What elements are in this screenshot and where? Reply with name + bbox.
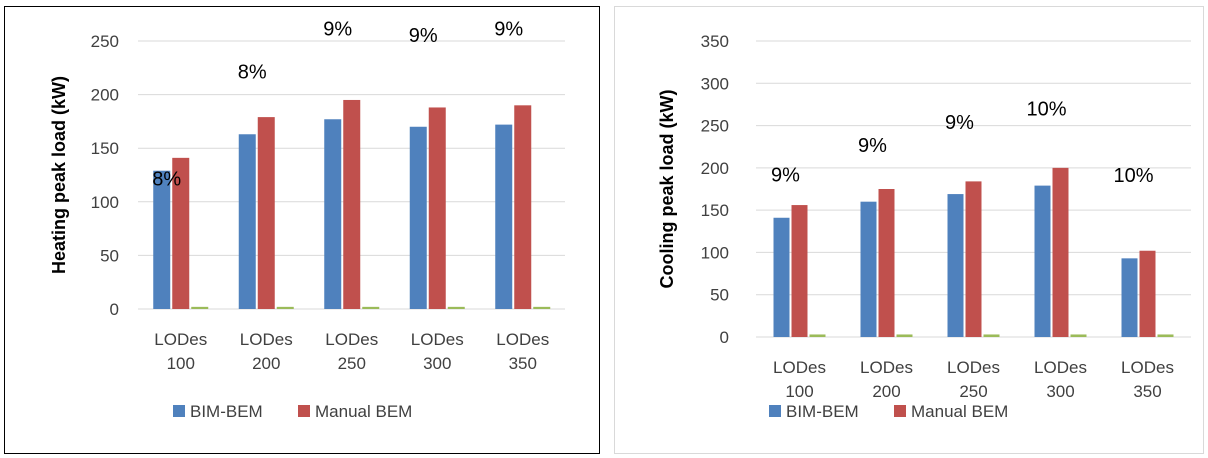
x-tick-label: LODes (860, 358, 913, 377)
heating-chart: 0 50 100 150 200 250 Heating peak load (kW) LOD… (49, 19, 565, 421)
x-tick-label: LODes (947, 358, 1000, 377)
legend-entry: Manual BEM (911, 402, 1008, 421)
x-tick-label: 350 (1133, 382, 1161, 401)
x-tick-label: LODes (240, 330, 293, 349)
y-axis-label: Cooling peak load (kW) (657, 89, 677, 288)
bar (1121, 258, 1138, 337)
bar (965, 181, 982, 337)
data-label: 9% (409, 25, 438, 47)
data-label: 9% (945, 112, 974, 134)
bar (1052, 167, 1069, 337)
bar (409, 126, 427, 309)
data-label: 9% (323, 19, 352, 41)
bar (860, 201, 877, 337)
bar (1070, 334, 1087, 337)
bar (428, 107, 446, 310)
bar (983, 334, 1000, 337)
data-label: 8% (238, 62, 267, 84)
bar (276, 306, 294, 309)
x-tick-label: LODes (773, 358, 826, 377)
legend-swatch (769, 405, 781, 417)
x-tick-label: LODes (411, 330, 464, 349)
bar (947, 194, 964, 337)
y-tick-label: 0 (110, 300, 119, 319)
data-label: 9% (771, 164, 800, 186)
bar (809, 334, 826, 337)
x-tick-label: 250 (959, 382, 987, 401)
bar (878, 189, 895, 337)
y-tick-label: 250 (701, 117, 729, 136)
bar (324, 119, 342, 309)
x-tick-label: LODes (154, 330, 207, 349)
y-tick-label: 50 (100, 246, 119, 265)
data-label: 8% (152, 169, 181, 191)
x-tick-label: LODes (1121, 358, 1174, 377)
legend-swatch (894, 405, 906, 417)
bar (533, 306, 551, 309)
x-tick-label: 300 (1046, 382, 1074, 401)
x-tick-label: 200 (252, 354, 280, 373)
y-tick-label: 150 (701, 201, 729, 220)
bar (362, 306, 380, 309)
y-tick-label: 250 (91, 32, 119, 51)
data-label: 9% (858, 135, 887, 157)
bar (257, 117, 275, 309)
heating-chart-panel: 0 50 100 150 200 250 Heating peak load (kW) LOD… (4, 6, 600, 454)
legend-entry: BIM-BEM (786, 402, 859, 421)
bar (153, 170, 171, 309)
bar (191, 306, 209, 309)
x-tick-label: 100 (785, 382, 813, 401)
bar (447, 306, 465, 309)
legend-swatch (173, 405, 185, 417)
y-tick-label: 50 (710, 286, 729, 305)
x-tick-label: LODes (325, 330, 378, 349)
x-tick-label: 350 (509, 354, 537, 373)
bar (495, 124, 513, 309)
y-tick-label: 100 (91, 193, 119, 212)
legend-entry: BIM-BEM (190, 402, 263, 421)
bar (791, 205, 808, 337)
data-label: 10% (1026, 98, 1066, 120)
y-tick-label: 0 (720, 328, 729, 347)
bar (773, 217, 790, 337)
y-tick-label: 200 (701, 159, 729, 178)
bar (514, 105, 532, 309)
data-label: 10% (1113, 165, 1153, 187)
y-tick-label: 200 (91, 86, 119, 105)
bar (343, 99, 361, 310)
y-tick-label: 350 (701, 32, 729, 51)
data-label: 9% (494, 19, 523, 41)
y-tick-label: 150 (91, 139, 119, 158)
x-tick-label: 200 (872, 382, 900, 401)
bar (1139, 250, 1156, 337)
legend-entry: Manual BEM (315, 402, 412, 421)
bar (172, 157, 190, 309)
y-tick-label: 100 (701, 243, 729, 262)
x-tick-label: LODes (496, 330, 549, 349)
x-tick-label: 100 (167, 354, 195, 373)
y-tick-label: 300 (701, 74, 729, 93)
y-axis-label: Heating peak load (kW) (49, 76, 69, 274)
x-tick-label: 250 (338, 354, 366, 373)
legend-swatch (298, 405, 310, 417)
bar (238, 134, 256, 309)
x-tick-label: LODes (1034, 358, 1087, 377)
cooling-chart-panel: 0 50 100 150 200 250 300 350 Cooling peak load (… (614, 6, 1204, 454)
bar (896, 334, 913, 337)
x-tick-label: 300 (423, 354, 451, 373)
bar (1157, 334, 1174, 337)
bar (1034, 185, 1051, 337)
cooling-chart: 0 50 100 150 200 250 300 350 Cooling peak load (… (657, 32, 1191, 421)
